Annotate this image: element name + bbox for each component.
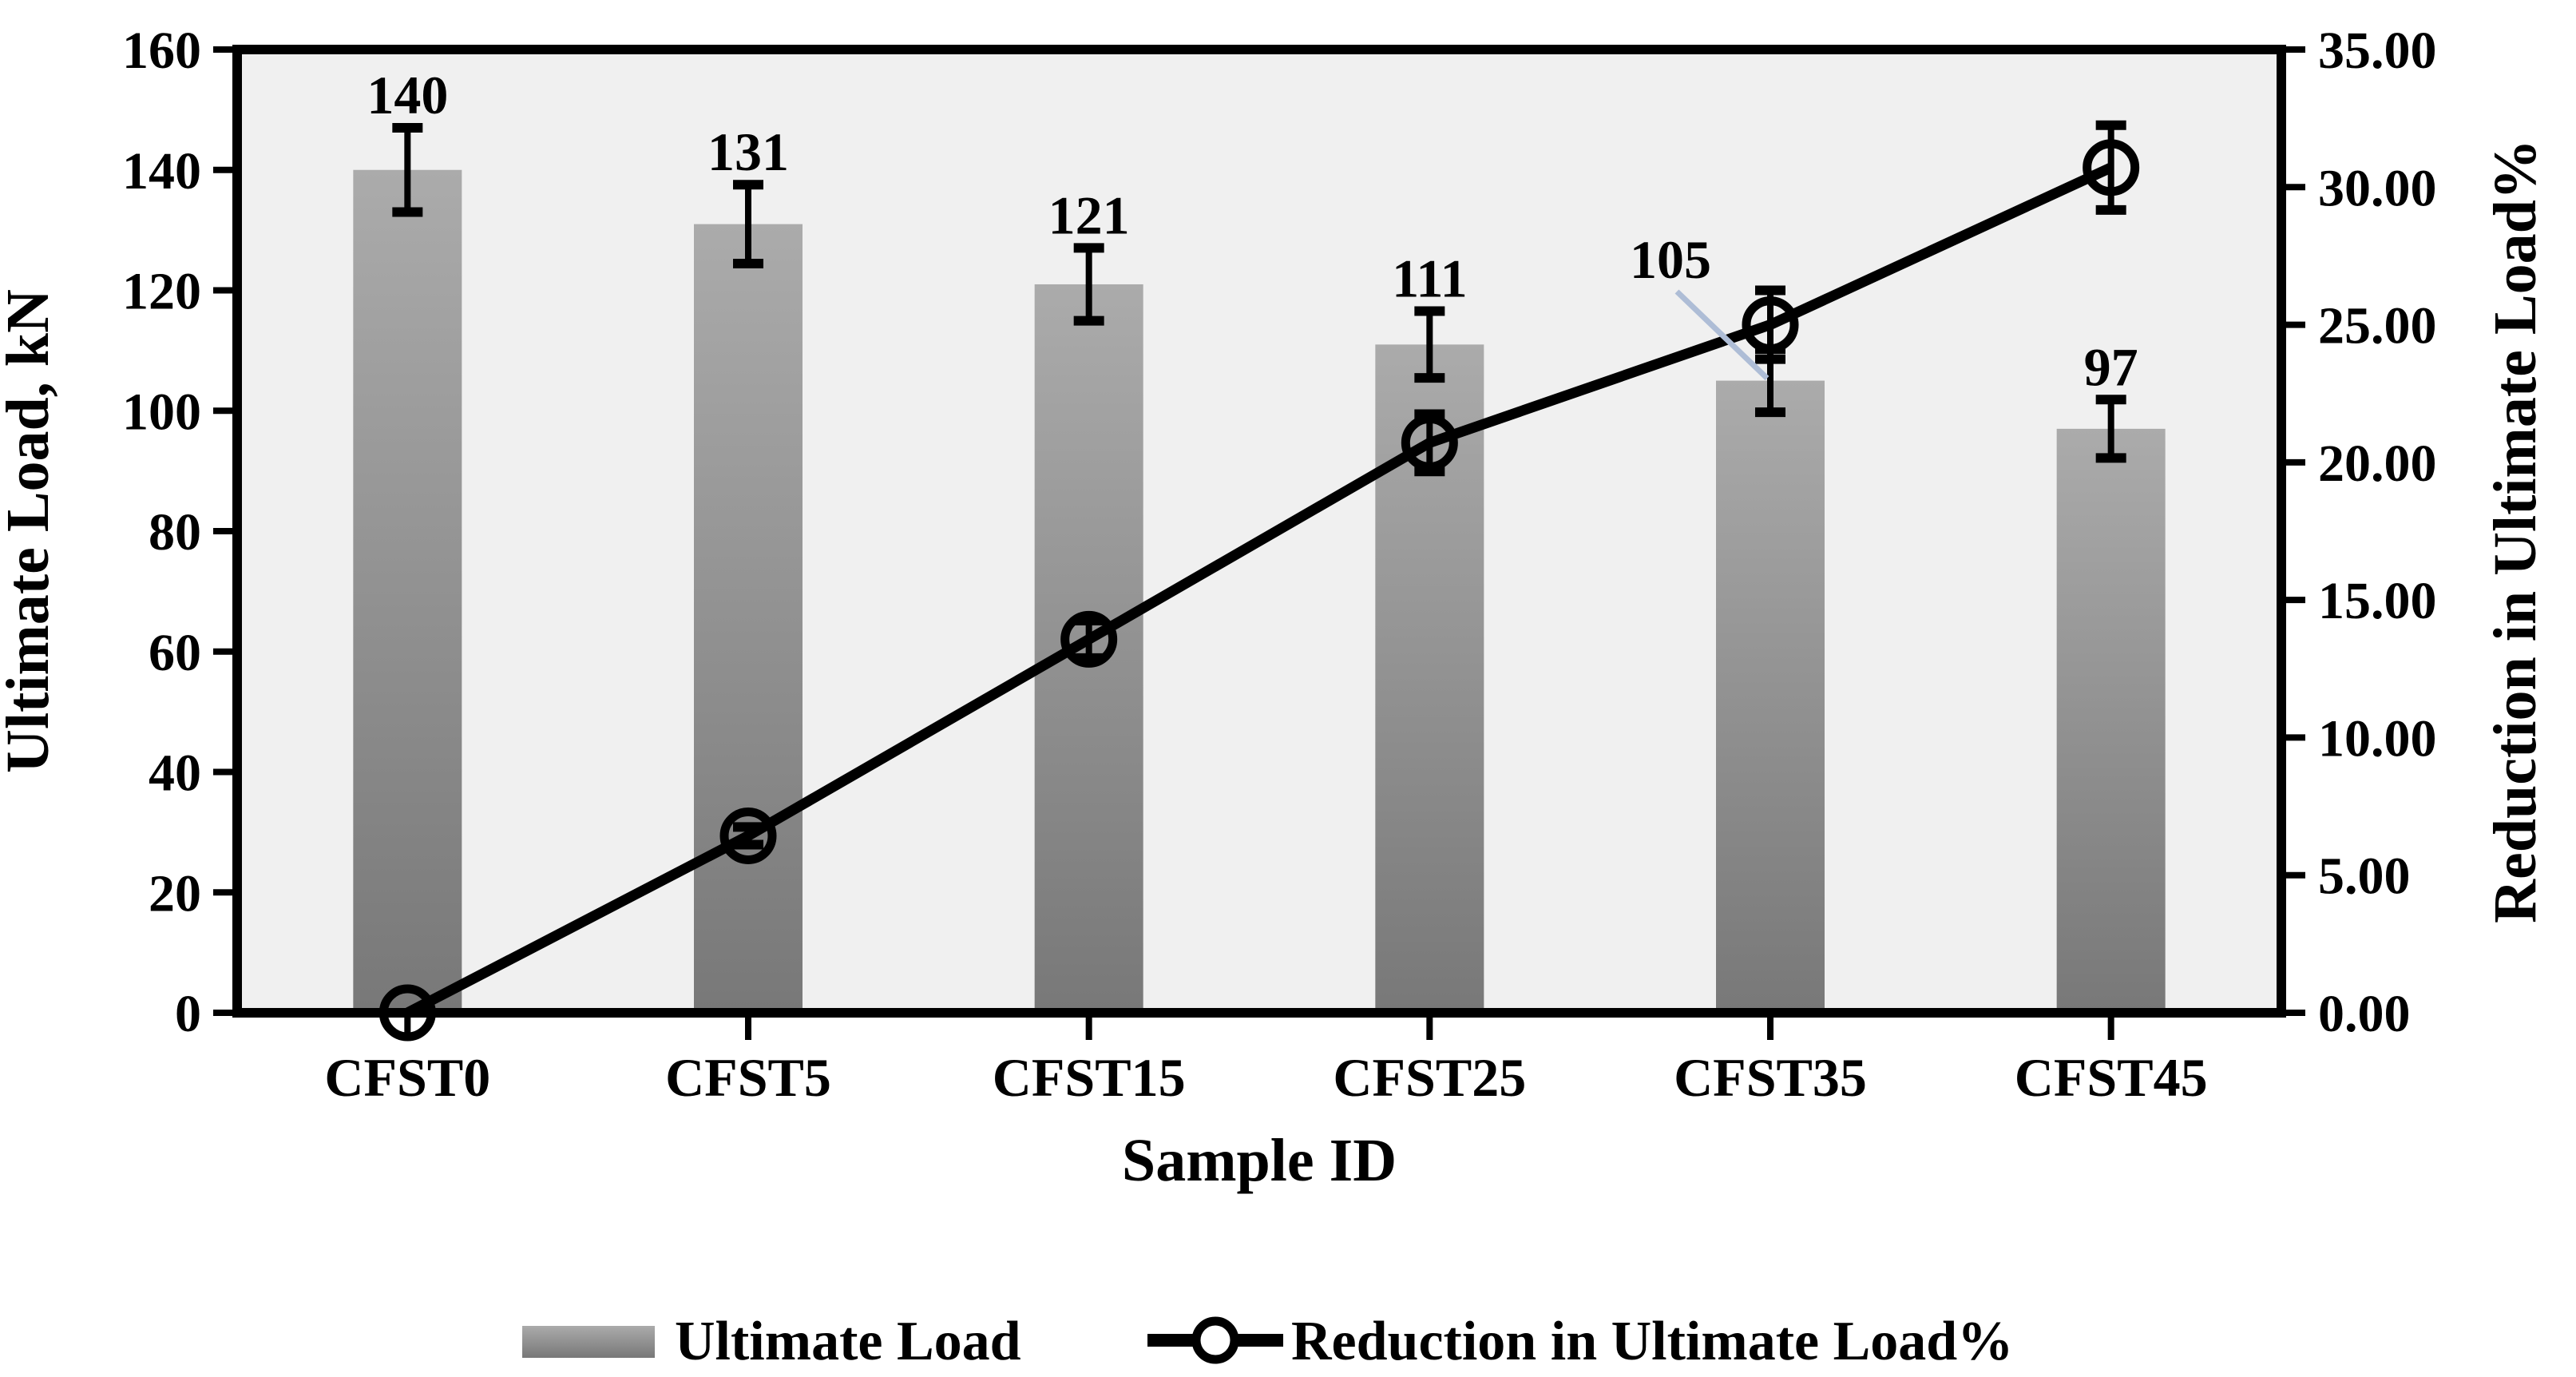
right-tick-label: 25.00: [2318, 297, 2437, 355]
data-label-leader-line: [1674, 289, 1770, 381]
bar-data-label: 111: [1392, 248, 1468, 309]
line-marker-CFST25: [1401, 414, 1458, 471]
bar-data-label-offset: 105: [1630, 229, 1711, 290]
legend-label-ultimate-load: Ultimate Load: [675, 1311, 1021, 1372]
bar-error-bar-CFST5: [733, 180, 763, 268]
bar-data-label: 97: [2084, 336, 2138, 397]
x-category-label: CFST45: [2015, 1047, 2208, 1108]
x-category-label: CFST25: [1333, 1047, 1526, 1108]
left-tick-label: 20: [149, 864, 201, 923]
line-marker-CFST15: [1060, 610, 1118, 668]
reduction-line: [405, 162, 2114, 1018]
x-category-label: CFST15: [993, 1047, 1186, 1108]
line-marker-CFST45: [2083, 139, 2140, 196]
right-tick-label: 10.00: [2318, 709, 2437, 768]
bar-CFST35: [1716, 380, 1825, 1013]
bar-series: [353, 122, 2166, 1013]
bar-error-bar-CFST0: [392, 122, 423, 217]
line-series: [378, 120, 2140, 1042]
legend-label-reduction: Reduction in Ultimate Load%: [1291, 1311, 2013, 1372]
left-tick-label: 120: [122, 263, 201, 321]
bar-CFST0: [353, 169, 462, 1013]
legend: Ultimate Load Reduction in Ultimate Load%: [522, 1311, 2013, 1372]
legend-bar-swatch: [522, 1326, 655, 1358]
line-marker-CFST35: [1742, 296, 1799, 354]
right-tick-label: 5.00: [2318, 847, 2411, 906]
right-tick-label: 0.00: [2318, 985, 2411, 1043]
left-tick-label: 160: [122, 22, 201, 80]
bar-data-label: 131: [707, 121, 789, 182]
left-tick-label: 60: [149, 624, 201, 682]
left-tick-label: 0: [175, 985, 201, 1043]
right-tick-label: 20.00: [2318, 435, 2437, 493]
bar-data-label: 121: [1048, 185, 1130, 245]
left-tick-label: 100: [122, 383, 201, 441]
right-axis-title: Reduction in Ultimate Load%: [2482, 139, 2549, 923]
x-category-label: CFST5: [665, 1047, 831, 1108]
bar-error-bar-CFST25: [1414, 306, 1445, 383]
bar-CFST5: [694, 224, 803, 1013]
bar-error-bar-CFST15: [1073, 243, 1104, 326]
x-category-label: CFST0: [324, 1047, 490, 1108]
left-tick-label: 40: [149, 744, 201, 803]
legend-open-circle-icon: [1191, 1316, 1239, 1364]
bar-CFST45: [2056, 428, 2166, 1013]
line-marker-CFST5: [719, 807, 777, 864]
x-category-label: CFST35: [1674, 1047, 1867, 1108]
right-tick-label: 35.00: [2318, 22, 2437, 80]
axis-ticks: [213, 46, 2305, 1040]
line-marker-CFST0: [378, 984, 436, 1042]
left-tick-label: 80: [149, 503, 201, 562]
left-tick-label: 140: [122, 142, 201, 200]
bar-data-label: 140: [367, 65, 448, 125]
right-tick-label: 15.00: [2318, 572, 2437, 630]
left-axis-title: Ultimate Load, kN: [0, 289, 61, 773]
plot-area: [237, 50, 2281, 1013]
bar-error-bar-CFST45: [2095, 395, 2126, 463]
right-tick-label: 30.00: [2318, 159, 2437, 217]
x-axis-title: Sample ID: [1122, 1127, 1397, 1194]
